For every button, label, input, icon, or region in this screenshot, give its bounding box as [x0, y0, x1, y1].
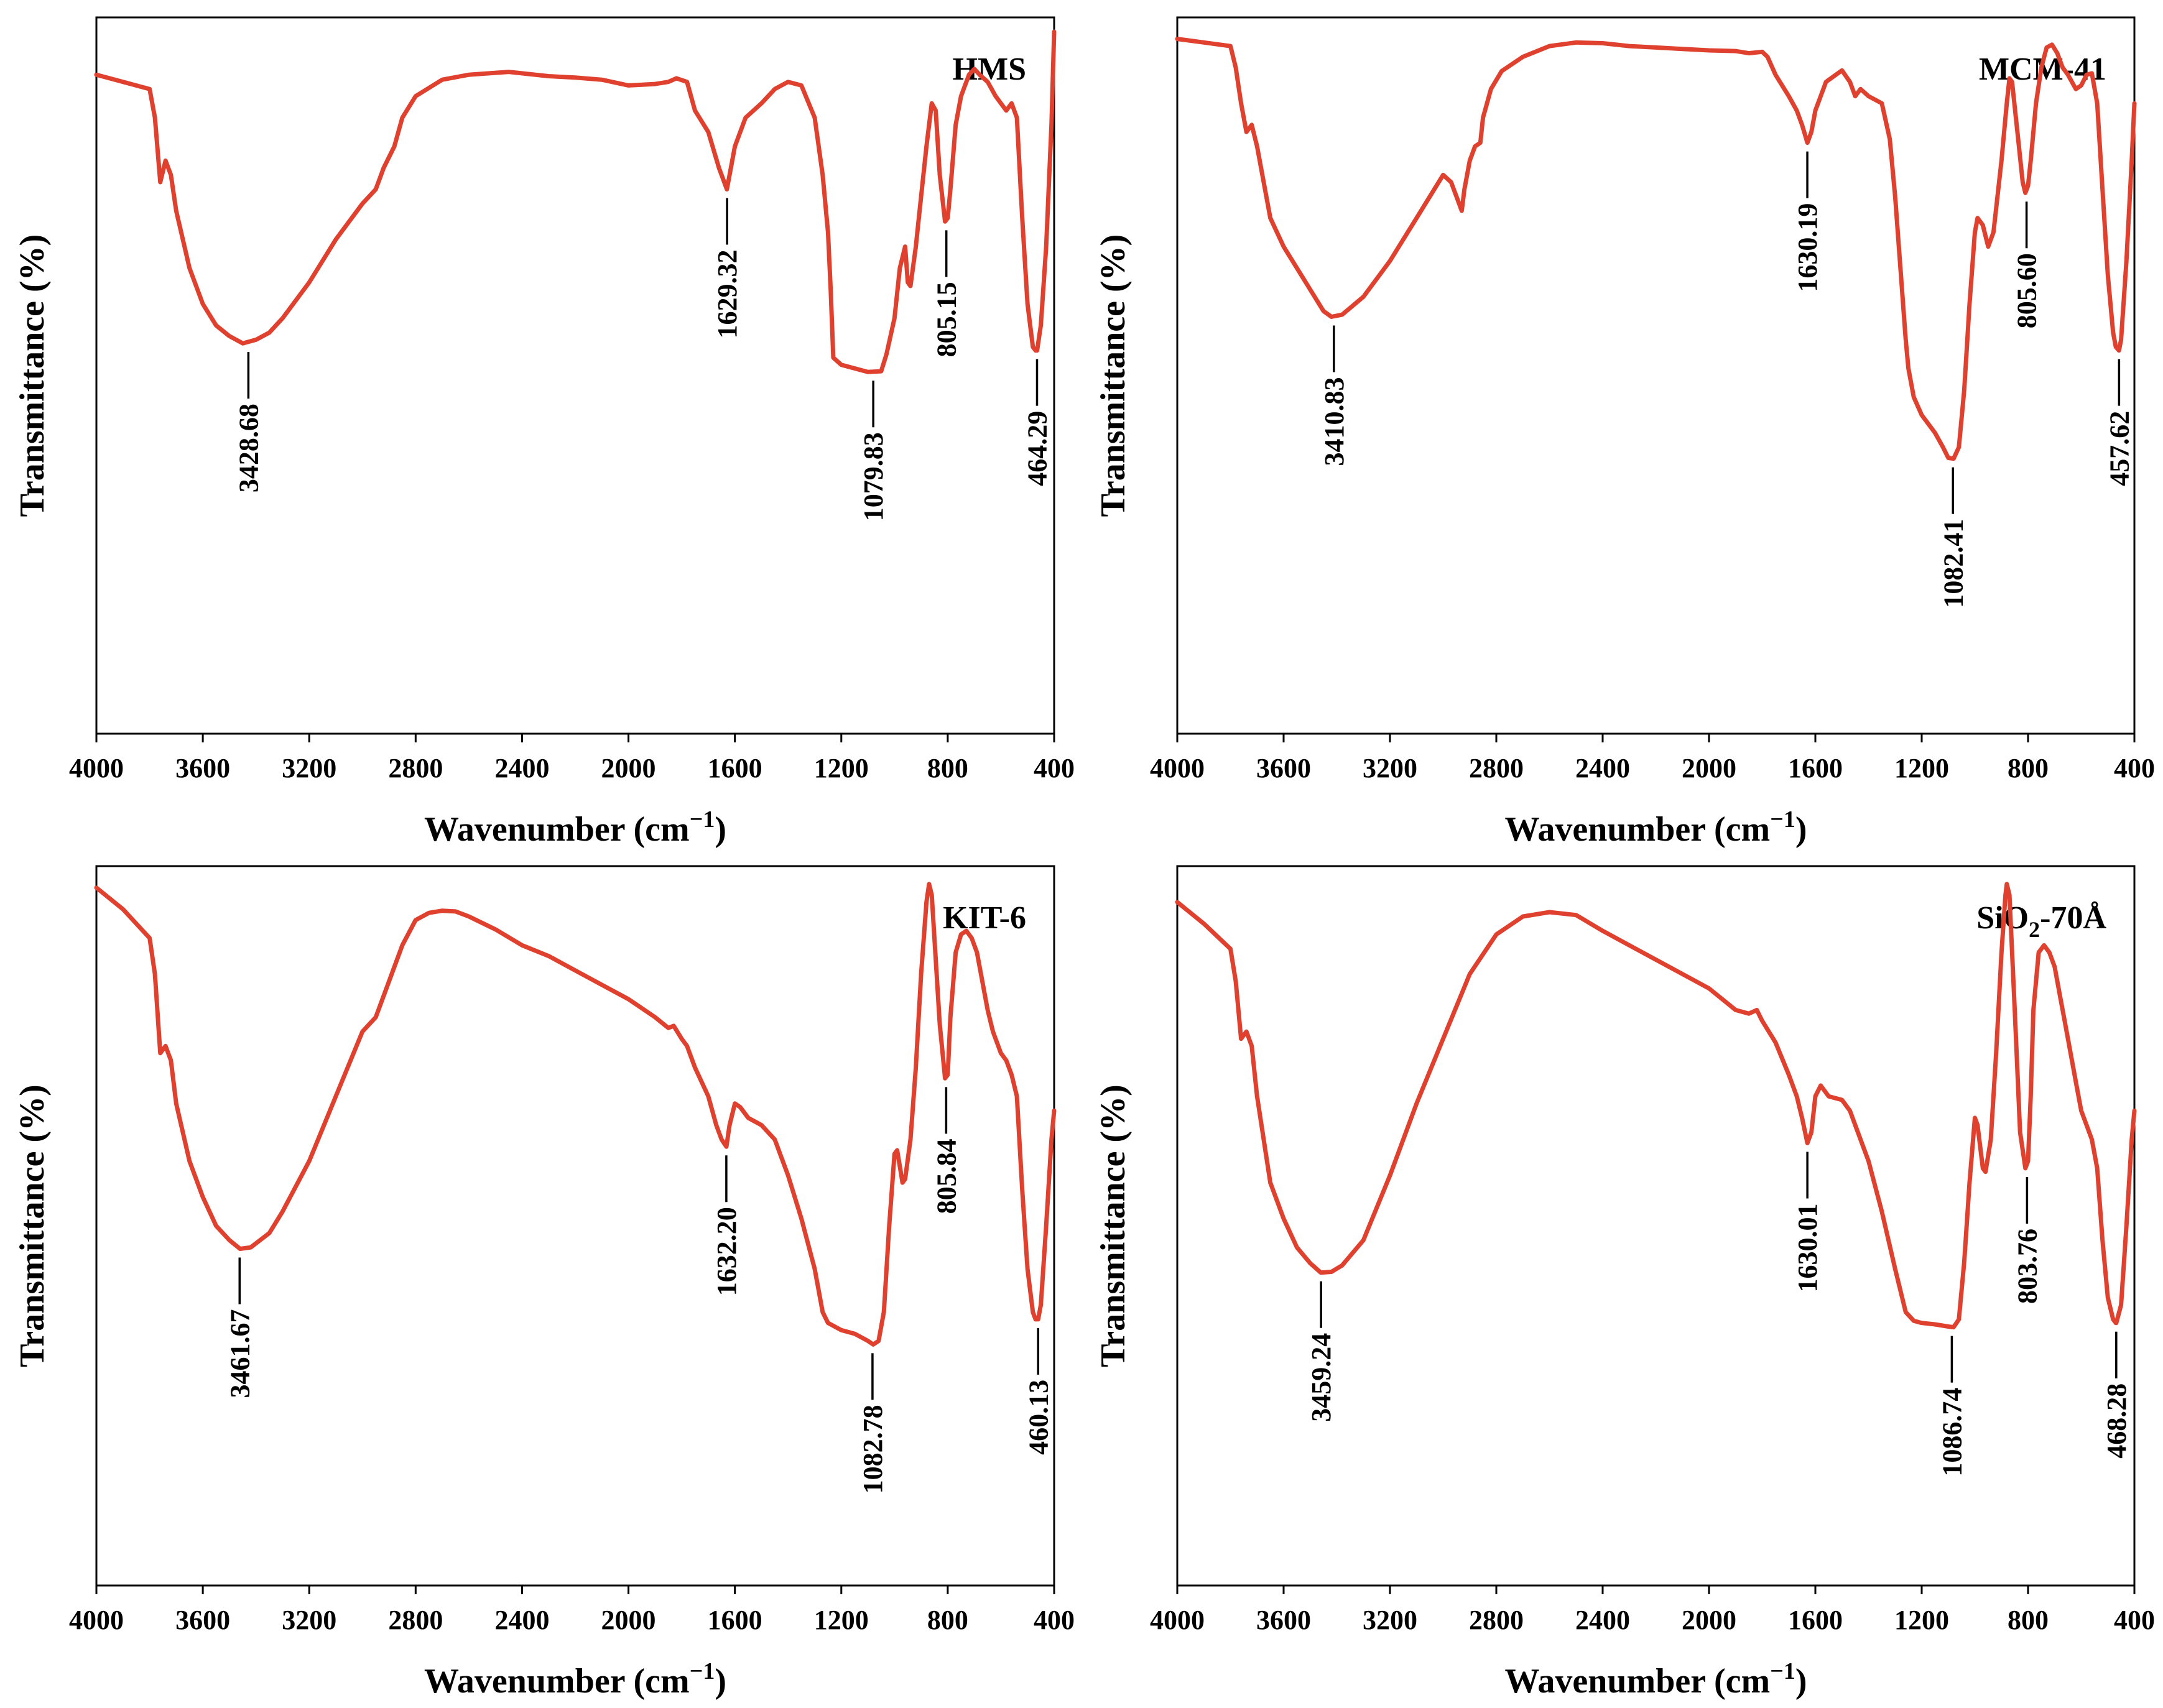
mcm41-spectrum-line	[1175, 37, 2137, 461]
kit6-x-tick-label: 3200	[282, 1605, 336, 1635]
hms-x-tick-label: 2400	[494, 753, 549, 783]
mcm41-x-tick-label: 3600	[1256, 753, 1311, 783]
sio2-x-tick-label: 400	[2114, 1605, 2155, 1635]
mcm41-x-tick-label: 2000	[1682, 753, 1736, 783]
hms-plot-frame	[95, 16, 1055, 735]
hms-peak-label: 805.15	[932, 282, 962, 357]
sio2-x-axis-title: Wavenumber (cm−1)	[1504, 1658, 1807, 1701]
kit6-peak-label: 1082.78	[858, 1405, 888, 1493]
kit6-x-tick-label: 1600	[708, 1605, 762, 1635]
mcm41-peak-label: 1630.19	[1792, 203, 1823, 292]
sio2-peak-label: 1630.01	[1792, 1203, 1823, 1292]
hms-peak-label: 1629.32	[712, 249, 743, 338]
kit6-panel-title: KIT-6	[943, 900, 1026, 936]
hms-x-tick-label: 1600	[708, 753, 762, 783]
kit6-x-tick-label: 1200	[814, 1605, 869, 1635]
hms-spectrum-line	[94, 29, 1057, 374]
hms-x-tick-label: 1200	[814, 753, 869, 783]
sio2-x-tick-label: 3200	[1363, 1605, 1417, 1635]
sio2-x-tick-label: 2800	[1469, 1605, 1524, 1635]
sio2-y-axis-title: Transmittance (%)	[1094, 1084, 1132, 1367]
kit6-x-tick-label: 2400	[494, 1605, 549, 1635]
hms-x-tick-label: 4000	[69, 753, 124, 783]
sio2-panel-title: SiO2-70Å	[1976, 900, 2106, 942]
sio2-x-tick-label: 1200	[1894, 1605, 1949, 1635]
kit6-peak-label: 3461.67	[225, 1309, 255, 1398]
sio2-x-tick-label: 2400	[1575, 1605, 1630, 1635]
kit6-peak-label: 1632.20	[711, 1207, 742, 1296]
hms-x-tick-label: 3600	[175, 753, 230, 783]
mcm41-x-axis-title: Wavenumber (cm−1)	[1504, 806, 1807, 849]
mcm41-peak-label: 1082.41	[1938, 519, 1968, 608]
mcm41-x-tick-label: 400	[2114, 753, 2155, 783]
mcm41-peak-label: 3410.83	[1319, 377, 1350, 466]
kit6-x-tick-label: 4000	[69, 1605, 124, 1635]
mcm41-x-tick-label: 4000	[1150, 753, 1205, 783]
sio2-plot-frame	[1176, 865, 2136, 1587]
mcm41-x-tick-label: 2400	[1575, 753, 1630, 783]
kit6-x-axis-title: Wavenumber (cm−1)	[424, 1658, 726, 1701]
kit6-x-tick-label: 400	[1034, 1605, 1075, 1635]
sio2-x-tick-label: 4000	[1150, 1605, 1205, 1635]
sio2-x-tick-label: 800	[2008, 1605, 2049, 1635]
kit6-peak-label: 805.84	[931, 1138, 961, 1214]
sio2-peak-label: 3459.24	[1306, 1333, 1336, 1422]
hms-peak-label: 1079.83	[858, 432, 889, 521]
mcm41-x-tick-label: 2800	[1469, 753, 1524, 783]
panel-hms: 4000 3600 3200 2800 2400 2000 1600 1200 800 400 Wa…	[13, 16, 1075, 849]
mcm41-x-tick-label: 1200	[1894, 753, 1949, 783]
hms-x-tick-label: 400	[1034, 753, 1075, 783]
kit6-x-tick-label: 3600	[175, 1605, 230, 1635]
hms-x-tick-label: 2800	[388, 753, 443, 783]
kit6-x-tick-label: 800	[927, 1605, 968, 1635]
hms-x-tick-label: 3200	[282, 753, 336, 783]
sio2-x-tick-label: 1600	[1788, 1605, 1843, 1635]
mcm41-y-axis-title: Transmittance (%)	[1094, 234, 1132, 517]
hms-x-tick-label: 800	[927, 753, 968, 783]
kit6-peak-label: 460.13	[1023, 1380, 1054, 1455]
mcm41-x-tick-label: 800	[2008, 753, 2049, 783]
mcm41-x-tick-label: 1600	[1788, 753, 1843, 783]
hms-peak-label: 3428.68	[233, 404, 264, 492]
kit6-x-tick-label: 2000	[601, 1605, 656, 1635]
mcm41-peak-label: 805.60	[2012, 253, 2042, 328]
hms-x-tick-label: 2000	[601, 753, 656, 783]
kit6-spectrum-line	[94, 882, 1057, 1347]
sio2-x-tick-label: 2000	[1682, 1605, 1736, 1635]
sio2-x-tick-label: 3600	[1256, 1605, 1311, 1635]
kit6-y-axis-title: Transmittance (%)	[13, 1084, 52, 1367]
panel-sio2: 4000 3600 3200 2800 2400 2000 1600 1200 800 400 Wa…	[1094, 865, 2155, 1701]
sio2-peak-label: 803.76	[2012, 1229, 2042, 1304]
kit6-x-tick-label: 2800	[388, 1605, 443, 1635]
hms-x-axis-title: Wavenumber (cm−1)	[424, 806, 726, 849]
hms-peak-label: 464.29	[1022, 411, 1052, 486]
mcm41-plot-frame	[1176, 16, 2136, 735]
sio2-spectrum-line	[1175, 882, 2137, 1330]
panel-kit6: 4000 3600 3200 2800 2400 2000 1600 1200 800 400 Wa…	[13, 865, 1075, 1701]
kit6-plot-frame	[95, 865, 1055, 1587]
sio2-peak-label: 468.28	[2101, 1383, 2132, 1459]
hms-y-axis-title: Transmittance (%)	[13, 234, 52, 517]
mcm41-peak-label: 457.62	[2104, 411, 2134, 486]
mcm41-x-tick-label: 3200	[1363, 753, 1417, 783]
panel-mcm41: 4000 3600 3200 2800 2400 2000 1600 1200 800 400 Wa…	[1094, 16, 2155, 849]
sio2-peak-label: 1086.74	[1937, 1388, 1967, 1477]
